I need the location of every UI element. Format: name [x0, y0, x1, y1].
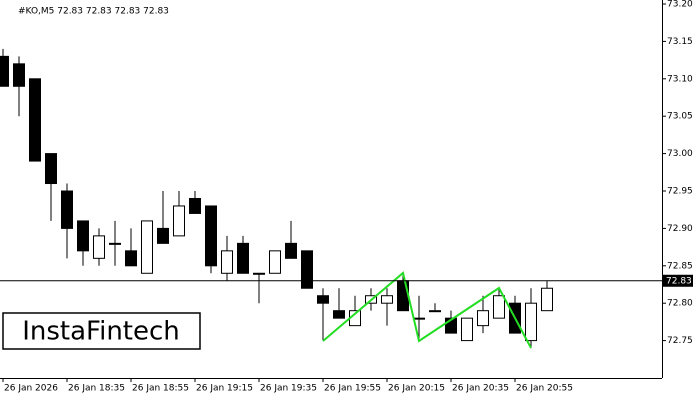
y-tick-label: 73.10: [667, 74, 693, 84]
candle-body: [125, 250, 137, 267]
x-tick-label: 26 Jan 18:55: [132, 384, 189, 394]
candle-body: [253, 272, 265, 275]
chart-title: #KO,M5 72.83 72.83 72.83 72.83: [18, 7, 169, 17]
y-tick-label: 72.95: [667, 187, 693, 197]
candle-body: [301, 250, 313, 289]
y-tick-label: 72.90: [667, 224, 693, 234]
candle-body: [141, 220, 153, 274]
x-tick-label: 26 Jan 2026: [4, 384, 58, 394]
x-tick-label: 26 Jan 20:35: [452, 384, 509, 394]
y-tick-label: 72.75: [667, 336, 693, 346]
y-tick-label: 73.05: [667, 112, 693, 122]
price-label-box: [663, 274, 693, 287]
y-tick-label: 73.15: [667, 37, 693, 47]
candle-body: [61, 190, 73, 229]
x-tick-label: 26 Jan 19:55: [324, 384, 381, 394]
candle-body: [205, 205, 217, 267]
candle-body: [493, 295, 505, 319]
candle-body: [237, 242, 249, 274]
candle-body: [525, 302, 537, 342]
candle-body: [333, 310, 345, 319]
x-tick-label: 26 Jan 19:35: [260, 384, 317, 394]
candle-body: [0, 55, 9, 87]
logo-box: [2, 312, 201, 350]
logo: InstaFintech: [22, 317, 180, 347]
candle-body: [29, 78, 41, 162]
candle-body: [45, 153, 57, 185]
candle-body: [93, 235, 105, 259]
candle-body: [477, 310, 489, 327]
candle-body: [221, 250, 233, 274]
candle-body: [445, 317, 457, 334]
candle-body: [77, 220, 89, 252]
candle-body: [429, 310, 441, 313]
candle-body: [157, 227, 169, 244]
x-tick-label: 26 Jan 18:35: [68, 384, 125, 394]
candle-body: [285, 242, 297, 259]
y-tick-label: 72.80: [667, 299, 693, 309]
candle-body: [269, 250, 281, 274]
candle-body: [13, 63, 25, 87]
y-tick-label: 72.85: [667, 261, 693, 271]
pattern-line: [322, 271, 532, 349]
y-tick-label: 73.20: [667, 0, 693, 10]
plot-area: [0, 48, 553, 349]
x-tick-label: 26 Jan 19:15: [196, 384, 253, 394]
candle-body: [381, 295, 393, 304]
candle-body: [413, 317, 425, 320]
x-tick-label: 26 Jan 20:55: [516, 384, 573, 394]
candle-body: [317, 295, 329, 304]
candle-body: [173, 205, 185, 237]
candle-body: [189, 197, 201, 214]
candle-body: [461, 317, 473, 342]
price-label: 72.83: [666, 276, 692, 286]
candle-body: [541, 287, 553, 312]
x-tick-label: 26 Jan 20:15: [388, 384, 445, 394]
candle-body: [109, 242, 121, 245]
y-tick-label: 73.00: [667, 149, 693, 159]
